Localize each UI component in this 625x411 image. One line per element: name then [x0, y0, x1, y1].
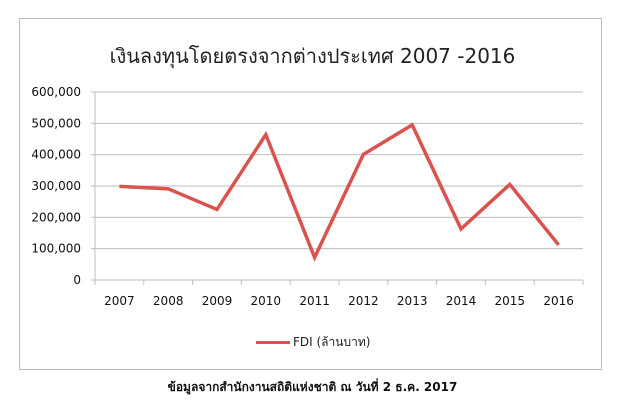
x-tick-label: 2007 [104, 294, 135, 308]
x-tick-label: 2012 [348, 294, 379, 308]
legend: FDI (ล้านบาท) [256, 333, 370, 352]
legend-swatch [256, 341, 290, 344]
y-tick-label: 100,000 [31, 242, 81, 256]
y-tick-label: 600,000 [31, 85, 81, 99]
x-tick-label: 2011 [299, 294, 330, 308]
x-tick-label: 2013 [397, 294, 428, 308]
chart-frame [19, 18, 602, 370]
source-note: ข้อมูลจากสำนักงานสถิติแห่งชาติ ณ วันที่ … [167, 380, 458, 394]
x-tick-label: 2014 [446, 294, 477, 308]
x-tick-label: 2016 [543, 294, 574, 308]
legend-label: FDI (ล้านบาท) [293, 335, 371, 349]
y-tick-label: 500,000 [31, 116, 81, 130]
y-tick-label: 400,000 [31, 148, 81, 162]
x-tick-label: 2010 [251, 294, 282, 308]
x-tick-label: 2008 [153, 294, 184, 308]
x-tick-label: 2015 [495, 294, 526, 308]
y-tick-label: 200,000 [31, 210, 81, 224]
x-tick-label: 2009 [202, 294, 233, 308]
y-tick-label: 0 [73, 273, 81, 287]
series-line [119, 122, 560, 262]
chart-title: เงินลงทุนโดยตรงจากต่างประเทศ 2007 -2016 [109, 44, 516, 68]
y-tick-label: 300,000 [31, 179, 81, 193]
